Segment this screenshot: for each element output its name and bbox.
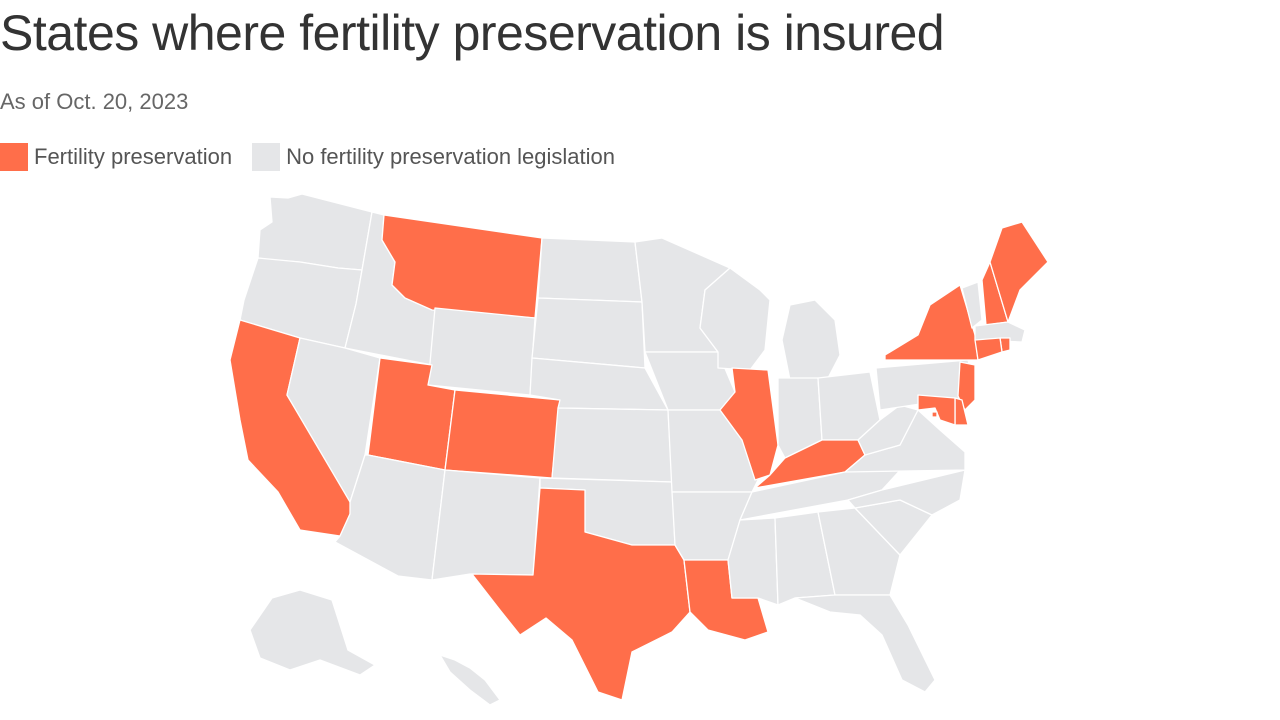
state-massachusetts — [974, 321, 1026, 343]
state-illinois — [719, 367, 779, 481]
state-hawaii — [439, 654, 501, 706]
legend-swatch-not-insured — [252, 143, 281, 171]
subtitle: As of Oct. 20, 2023 — [0, 89, 189, 114]
state-washington — [257, 193, 373, 271]
state-new-mexico — [431, 469, 541, 581]
state-wyoming — [427, 307, 536, 396]
page-title: States where fertility preservation is i… — [0, 5, 945, 61]
state-new-jersey — [957, 361, 976, 411]
state-texas — [471, 487, 691, 701]
state-alaska — [249, 589, 376, 676]
legend: Fertility preservation No fertility pres… — [0, 143, 635, 171]
state-michigan — [781, 299, 841, 381]
states-layer — [229, 193, 1049, 706]
state-maryland — [917, 394, 956, 426]
state-georgia — [817, 507, 901, 596]
state-kansas — [551, 407, 673, 483]
state-north-dakota — [537, 237, 643, 303]
state-north-carolina — [847, 469, 966, 516]
legend-label-insured: Fertility preservation — [34, 144, 233, 169]
legend-item-insured: Fertility preservation — [0, 143, 232, 171]
legend-swatch-insured — [0, 143, 28, 171]
state-wisconsin — [699, 267, 771, 371]
legend-item-not-insured: No fertility preservation legislation — [252, 143, 615, 171]
state-colorado — [444, 389, 561, 479]
state-district-of-columbia — [931, 411, 938, 418]
state-vermont — [961, 281, 983, 329]
state-connecticut — [974, 337, 1003, 361]
state-florida — [794, 594, 936, 693]
legend-label-not-insured: No fertility preservation legislation — [286, 144, 616, 169]
state-south-dakota — [531, 297, 646, 369]
